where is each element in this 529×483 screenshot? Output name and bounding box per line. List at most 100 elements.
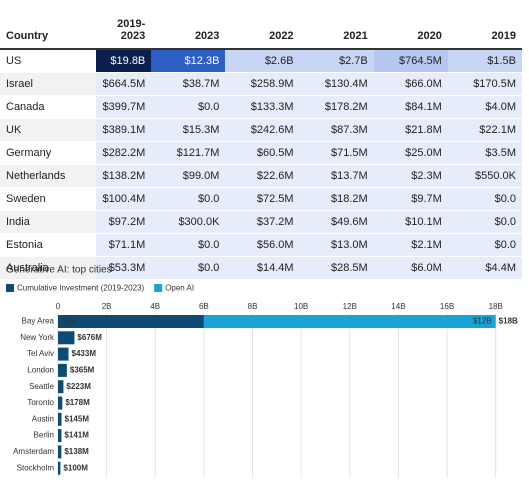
table-cell: $282.2M bbox=[96, 141, 152, 165]
legend-label: Cumulative Investment (2019-2023) bbox=[17, 284, 145, 293]
category-label: Berlin bbox=[34, 431, 54, 440]
table-row: Sweden $100.4M $0.0 $72.5M $18.2M $9.7M $0.0 bbox=[0, 187, 522, 211]
table-cell: $60.5M bbox=[225, 141, 300, 165]
bar bbox=[58, 412, 62, 426]
table-cell: $0.0 bbox=[151, 187, 226, 211]
column-header: 2020 bbox=[373, 0, 448, 50]
table-cell: US bbox=[0, 49, 97, 73]
table-cell: $37.2M bbox=[225, 210, 300, 234]
table-cell: $130.4M bbox=[299, 72, 374, 96]
bar bbox=[58, 331, 75, 345]
table-cell: Sweden bbox=[0, 187, 97, 211]
table-cell: $6.0M bbox=[373, 256, 448, 280]
category-label: Seattle bbox=[29, 382, 54, 391]
category-label: Bay Area bbox=[22, 317, 55, 326]
table-cell: $97.2M bbox=[96, 210, 152, 234]
table-cell: $664.5M bbox=[96, 72, 152, 96]
table-cell: $15.3M bbox=[151, 118, 226, 142]
bar bbox=[58, 380, 64, 394]
x-tick-label: 10B bbox=[294, 302, 308, 311]
x-tick-label: 4B bbox=[150, 302, 160, 311]
table-cell: $9.7M bbox=[373, 187, 448, 211]
table-cell: $13.0M bbox=[299, 233, 374, 257]
category-label: Amsterdam bbox=[13, 447, 54, 456]
table-cell: $22.6M bbox=[225, 164, 300, 188]
column-header: 2023 bbox=[151, 0, 226, 50]
table-cell: $13.7M bbox=[299, 164, 374, 188]
value-label: $138M bbox=[64, 447, 89, 456]
table-cell: India bbox=[0, 210, 97, 234]
legend-swatch bbox=[6, 284, 14, 292]
table-cell: $399.7M bbox=[96, 95, 152, 119]
table-cell: $389.1M bbox=[96, 118, 152, 142]
value-label: $12B bbox=[473, 317, 492, 326]
table-cell: $71.1M bbox=[96, 233, 152, 257]
table-cell: $764.5M bbox=[373, 49, 448, 73]
table-row: Israel $664.5M $38.7M $258.9M $130.4M $66.0M $… bbox=[0, 72, 522, 96]
table-row: UK $389.1M $15.3M $242.6M $87.3M $21.8M $22.1M bbox=[0, 118, 522, 142]
chart-title: Generative AI: top cities bbox=[6, 265, 112, 276]
table-cell: $0.0 bbox=[151, 233, 226, 257]
table-row: India $97.2M $300.0K $37.2M $49.6M $10.1M $0.0 bbox=[0, 210, 522, 234]
table-cell: $21.8M bbox=[373, 118, 448, 142]
header-row: Country 2019-2023 2023 2022 2021 2020 2019 bbox=[0, 0, 522, 50]
table-cell: $87.3M bbox=[299, 118, 374, 142]
bar bbox=[58, 461, 61, 475]
column-header: 2021 bbox=[299, 0, 374, 50]
table-cell: $242.6M bbox=[225, 118, 300, 142]
table-cell: $0.0 bbox=[151, 256, 226, 280]
legend-swatch bbox=[154, 284, 163, 292]
table-cell: $258.9M bbox=[225, 72, 300, 96]
value-label: $433M bbox=[72, 349, 97, 358]
table-cell: $2.7B bbox=[299, 49, 374, 73]
column-header: Country bbox=[0, 0, 97, 50]
category-label: Stockholm bbox=[17, 463, 55, 472]
bar bbox=[58, 429, 62, 443]
category-label: Tel Aviv bbox=[27, 349, 54, 358]
table-cell: $28.5M bbox=[299, 256, 374, 280]
table-cell: $18.2M bbox=[299, 187, 374, 211]
table-cell: $0.0 bbox=[447, 233, 522, 257]
table-cell: $100.4M bbox=[96, 187, 152, 211]
table-cell: $0.0 bbox=[447, 210, 522, 234]
table-cell: $138.2M bbox=[96, 164, 152, 188]
table-cell: $4.0M bbox=[447, 95, 522, 119]
value-label: $676M bbox=[77, 333, 102, 342]
category-label: Austin bbox=[32, 414, 54, 423]
table-cell: Estonia bbox=[0, 233, 97, 257]
bar bbox=[58, 396, 63, 410]
table-row: Canada $399.7M $0.0 $133.3M $178.2M $84.1M $4.… bbox=[0, 95, 522, 119]
table-cell: Canada bbox=[0, 95, 97, 119]
x-tick-label: 18B bbox=[489, 302, 503, 311]
table-cell: $12.3B bbox=[151, 49, 226, 73]
x-tick-label: 8B bbox=[248, 302, 258, 311]
table-row: Germany $282.2M $121.7M $60.5M $71.5M $25.0M $… bbox=[0, 141, 522, 165]
table-cell: $0.0 bbox=[151, 95, 226, 119]
data-table: Country 2019-2023 2023 2022 2021 2020 2019 US $1… bbox=[0, 0, 522, 280]
table-cell: $2.3M bbox=[373, 164, 448, 188]
table-row: US $19.8B $12.3B $2.6B $2.7B $764.5M $1.5B bbox=[0, 49, 522, 73]
value-label: $100M bbox=[63, 463, 88, 472]
table-cell: $71.5M bbox=[299, 141, 374, 165]
table-cell: $25.0M bbox=[373, 141, 448, 165]
table-cell: $38.7M bbox=[151, 72, 226, 96]
x-tick-label: 6B bbox=[199, 302, 209, 311]
table-cell: $178.2M bbox=[299, 95, 374, 119]
value-label: $223M bbox=[66, 382, 91, 391]
table-cell: UK bbox=[0, 118, 97, 142]
table-cell: $49.6M bbox=[299, 210, 374, 234]
table-cell: $550.0K bbox=[447, 164, 522, 188]
column-header: 2019 bbox=[447, 0, 522, 50]
value-label: $145M bbox=[65, 414, 90, 423]
chart: Generative AI: top cities Cumulative Inv… bbox=[6, 265, 518, 478]
bar bbox=[58, 347, 69, 361]
x-tick-label: 0 bbox=[56, 302, 61, 311]
x-tick-label: 12B bbox=[343, 302, 357, 311]
table-cell: $10.1M bbox=[373, 210, 448, 234]
table-cell: $2.6B bbox=[225, 49, 300, 73]
table-cell: $1.5B bbox=[447, 49, 522, 73]
table-cell: $56.0M bbox=[225, 233, 300, 257]
value-label: $365M bbox=[70, 366, 95, 375]
table-row: Australia $53.3M $0.0 $14.4M $28.5M $6.0M $4.4… bbox=[0, 256, 522, 280]
